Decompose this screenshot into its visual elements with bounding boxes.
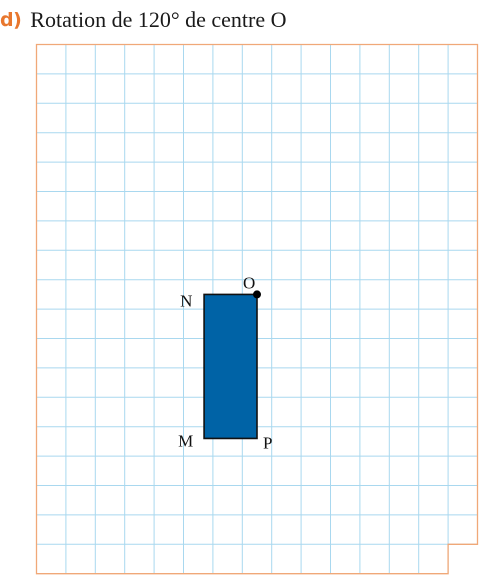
center-point-o-dot [253,290,261,299]
exercise-header: d) Rotation de 120° de centre O [0,6,287,34]
point-label-m: M [178,431,193,450]
point-label-o: O [243,273,255,292]
rectangle-nopm [203,293,258,440]
point-label-p: P [263,433,272,452]
exercise-title: Rotation de 120° de centre O [30,7,287,32]
grid-border [35,43,479,575]
point-label-n: N [180,291,192,310]
exercise-letter: d) [0,9,22,31]
